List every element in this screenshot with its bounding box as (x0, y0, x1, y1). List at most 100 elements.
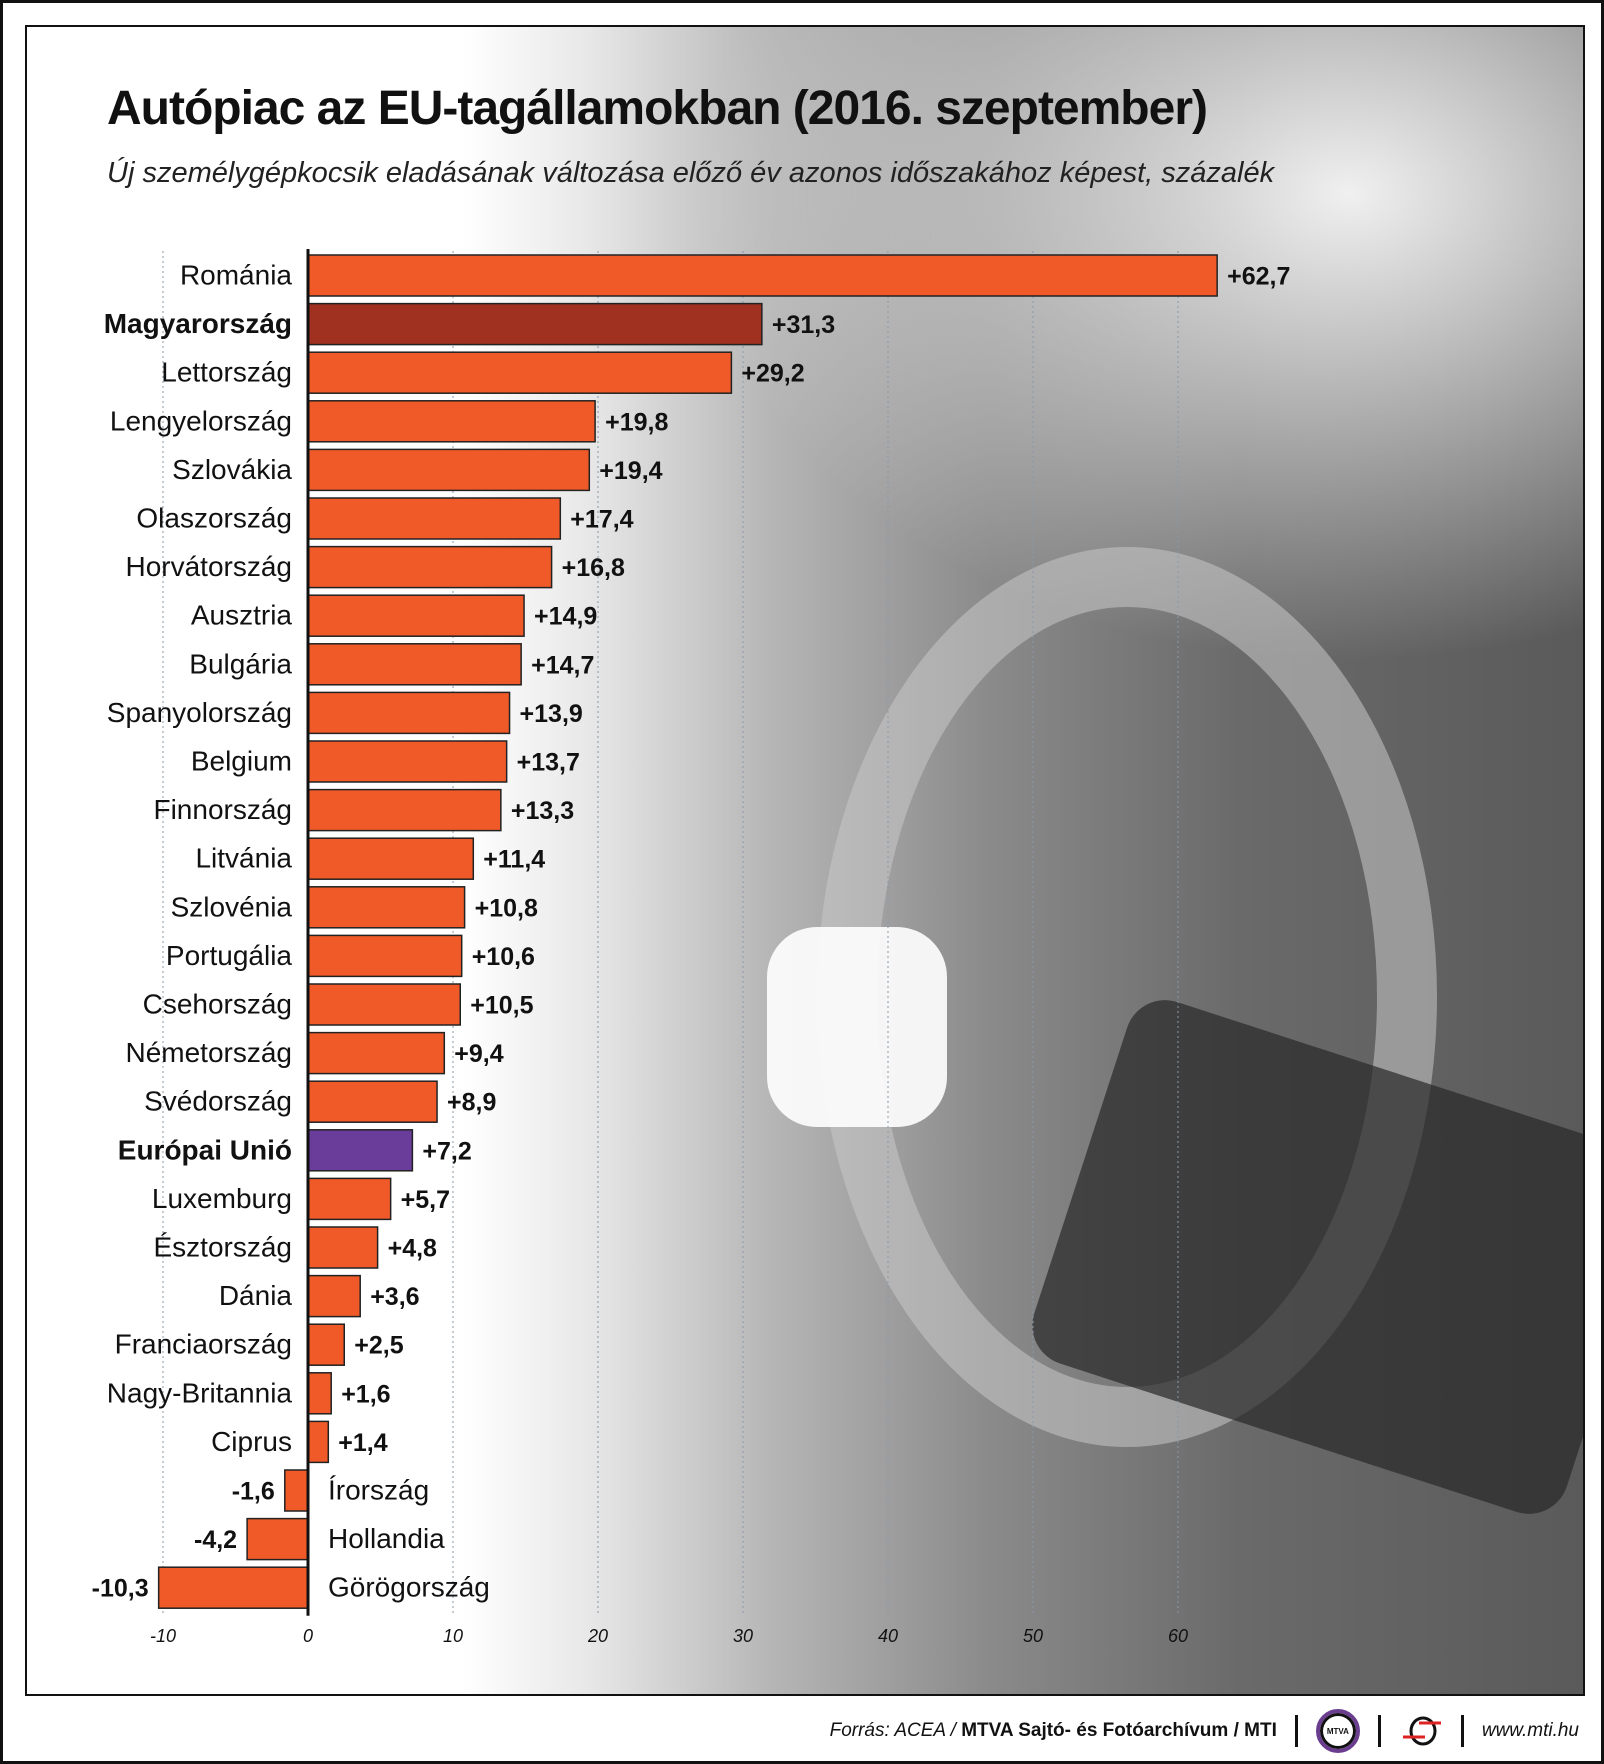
x-tick-label: 60 (1168, 1626, 1188, 1646)
data-label: -1,6 (232, 1478, 275, 1506)
bar (307, 1031, 446, 1075)
category-label: Luxemburg (152, 1183, 292, 1214)
x-tick-label: 20 (587, 1626, 608, 1646)
bar-chart: -10 0 10 20 30 40 50 60 Románia +62,7 Magyarország… (92, 249, 1290, 1646)
data-label: +13,3 (511, 797, 574, 825)
data-label: +11,4 (483, 846, 545, 874)
bar (307, 302, 763, 346)
data-label: +7,2 (422, 1137, 471, 1165)
category-label: Bulgária (189, 648, 292, 679)
bar (307, 448, 591, 492)
data-label: +10,8 (475, 894, 538, 922)
bar (307, 1323, 345, 1366)
category-label: Svédország (144, 1086, 292, 1117)
category-label: Írország (328, 1475, 429, 1506)
category-label: Európai Unió (118, 1134, 292, 1165)
chart-frame (25, 25, 1585, 1696)
x-tick-label: 40 (878, 1626, 898, 1646)
bar (307, 594, 525, 637)
data-label: +17,4 (570, 506, 633, 534)
source-bold: MTVA Sajtó- és Fotóarchívum / MTI (961, 1720, 1277, 1741)
bar (307, 1274, 361, 1318)
data-label: +4,8 (388, 1235, 437, 1263)
data-label: +1,4 (338, 1429, 387, 1457)
mti-logo (1399, 1715, 1443, 1747)
data-label: +9,4 (454, 1040, 503, 1068)
data-label: +3,6 (370, 1283, 419, 1311)
category-label: Litvánia (195, 843, 292, 874)
bar (157, 1566, 309, 1609)
category-label: Görögország (328, 1572, 490, 1603)
category-label: Horvátország (125, 551, 292, 582)
background-photo-hand (767, 927, 947, 1127)
x-tick-label: 10 (443, 1626, 463, 1646)
bar (307, 837, 475, 880)
bar (307, 1420, 330, 1464)
category-label: Magyarország (104, 308, 292, 339)
divider (1377, 1715, 1381, 1747)
data-label: +10,6 (472, 943, 535, 971)
bar (307, 497, 562, 540)
divider (1294, 1715, 1298, 1747)
bar (307, 740, 508, 783)
x-tick-label: 0 (303, 1626, 313, 1646)
bar (307, 643, 522, 686)
category-label: Portugália (166, 940, 293, 971)
category-label: Észtország (154, 1232, 293, 1263)
bar (284, 1469, 309, 1512)
bar (307, 1080, 438, 1123)
category-label: Ausztria (191, 600, 293, 631)
category-label: Románia (180, 260, 292, 291)
bar (307, 983, 461, 1026)
category-label: Lengyelország (110, 405, 292, 436)
data-label: +14,7 (531, 651, 594, 679)
bar (307, 886, 466, 929)
bar (307, 351, 733, 394)
data-label: +14,9 (534, 603, 597, 631)
category-label: Dánia (219, 1280, 293, 1311)
category-label: Ciprus (211, 1426, 292, 1457)
bar (307, 1177, 392, 1221)
data-label: +13,9 (520, 700, 583, 728)
category-label: Olaszország (136, 503, 292, 534)
website-url: www.mti.hu (1481, 1720, 1579, 1741)
bar (307, 691, 511, 735)
category-label: Hollandia (328, 1523, 445, 1554)
category-label: Finnország (153, 794, 292, 825)
category-label: Csehország (143, 989, 292, 1020)
data-label: +10,5 (470, 992, 533, 1020)
bar (307, 254, 1218, 297)
data-label: +19,8 (605, 408, 668, 436)
category-label: Németország (125, 1037, 292, 1068)
data-label: -4,2 (194, 1526, 237, 1554)
data-label: +5,7 (401, 1186, 450, 1214)
data-label: +1,6 (341, 1380, 390, 1408)
category-label: Szlovénia (171, 891, 293, 922)
data-label: +2,5 (354, 1332, 403, 1360)
data-label: +19,4 (599, 457, 662, 485)
data-label: +62,7 (1227, 263, 1290, 291)
bar (307, 1226, 379, 1269)
source-prefix: Forrás: ACEA / (829, 1720, 962, 1741)
bar (246, 1517, 309, 1561)
x-tick-label: -10 (150, 1626, 176, 1646)
category-label: Spanyolország (107, 697, 292, 728)
divider (1460, 1715, 1464, 1747)
data-label: +16,8 (562, 554, 625, 582)
mtva-logo: MTVA (1315, 1709, 1360, 1753)
footer: Forrás: ACEA / MTVA Sajtó- és Fotóarchív… (3, 1709, 1583, 1753)
data-label: +13,7 (517, 749, 580, 777)
bar (307, 934, 463, 978)
category-label: Franciaország (115, 1329, 292, 1360)
source-text: Forrás: ACEA / MTVA Sajtó- és Fotóarchív… (830, 1720, 1277, 1742)
data-label: +8,9 (447, 1089, 496, 1117)
chart-title: Autópiac az EU-tagállamokban (2016. szep… (107, 82, 1208, 135)
x-tick-label: 50 (1023, 1626, 1043, 1646)
chart-subtitle: Új személygépkocsik eladásának változása… (107, 157, 1275, 189)
category-label: Lettország (161, 357, 292, 388)
bar (307, 400, 596, 443)
data-label: +31,3 (772, 311, 835, 339)
bar (307, 1372, 332, 1415)
data-label: -10,3 (92, 1575, 149, 1603)
